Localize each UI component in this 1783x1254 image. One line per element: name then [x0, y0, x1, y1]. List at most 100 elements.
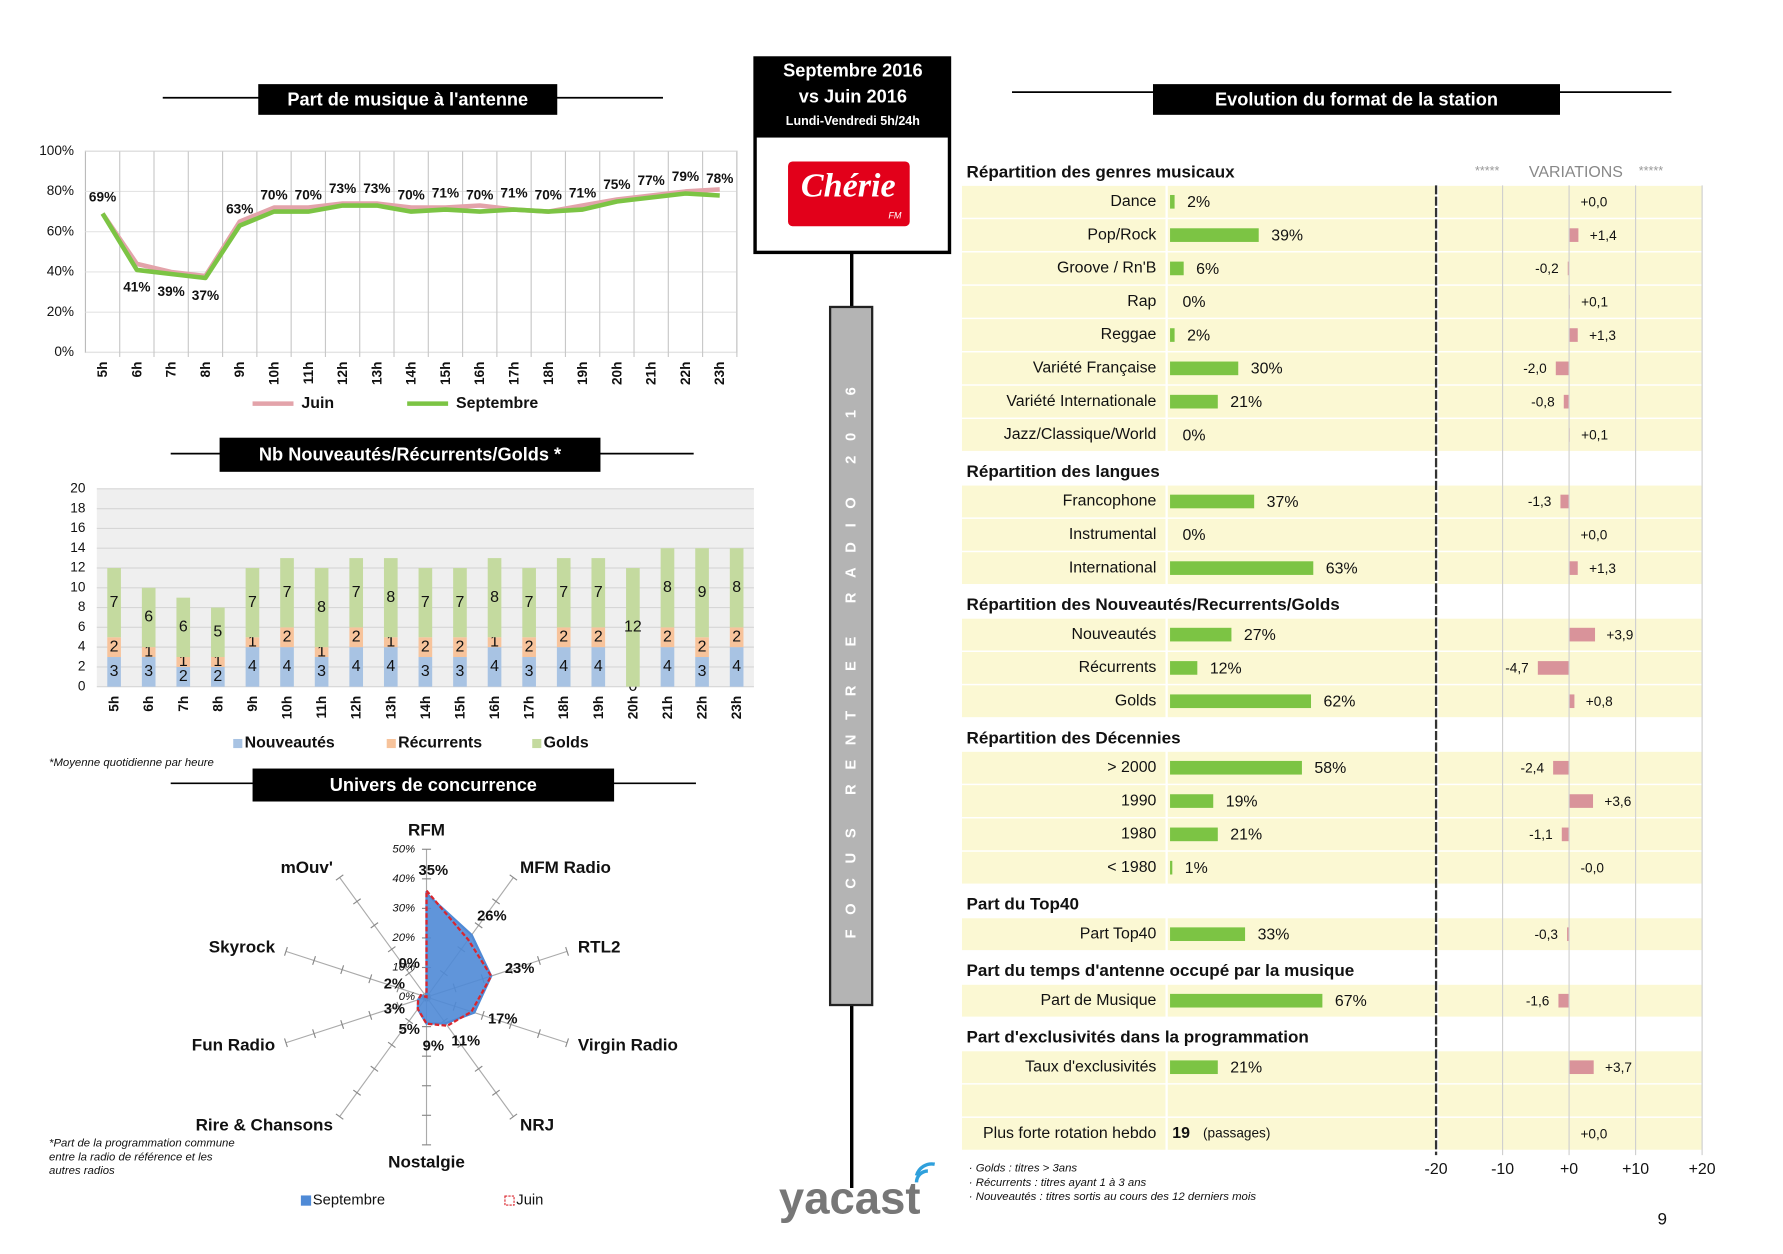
variation-label: +0,1	[1581, 294, 1608, 309]
bar-segment	[487, 637, 502, 648]
bar-segment	[729, 548, 744, 628]
value-label: 71%	[432, 185, 459, 200]
row-label-cell	[961, 385, 1166, 418]
value-label: 9	[698, 584, 707, 601]
row-value-cell	[1167, 285, 1435, 318]
x-tick-label: 20h	[609, 362, 624, 385]
logo: Chérie	[801, 168, 896, 205]
value-label: 4	[490, 658, 499, 675]
row-variation-cell	[1438, 1084, 1703, 1117]
bar-segment	[418, 567, 433, 638]
row-variation-cell	[1438, 918, 1703, 951]
row-label: Rap	[1127, 293, 1156, 310]
row-variation-cell	[1438, 818, 1703, 851]
value-label: 2	[179, 668, 188, 685]
radar-tick	[474, 1065, 483, 1072]
value-label: 70%	[295, 187, 322, 202]
value-label: 4	[248, 658, 257, 675]
value-label: 70%	[260, 187, 287, 202]
radar-tick	[509, 874, 518, 881]
bar-segment	[591, 627, 606, 648]
row-value-cell	[1167, 1117, 1435, 1150]
value-label: 30%	[1251, 361, 1283, 378]
x-tick-label: 10h	[267, 362, 282, 385]
bar-segment	[487, 647, 502, 687]
bar-segment	[556, 627, 571, 648]
y-tick-label: 2	[78, 659, 86, 674]
radar-tick	[396, 983, 401, 993]
value-label: 39%	[158, 284, 185, 299]
y-tick-label: 8	[78, 599, 86, 614]
category-label: Skyrock	[209, 937, 276, 956]
x-tick-label: 16h	[487, 696, 502, 719]
value-label: 79%	[672, 169, 699, 184]
legend-swatch	[300, 1195, 312, 1206]
row-label: Pop/Rock	[1087, 226, 1156, 243]
row-label: Part de Musique	[1041, 992, 1157, 1009]
bar-segment	[176, 666, 191, 687]
value-label: 11%	[451, 1034, 480, 1050]
note: · Récurrents : titres ayant 1 à 3 ans	[969, 1177, 1147, 1189]
value-bar	[1170, 827, 1218, 842]
bar-segment	[211, 666, 225, 687]
row-value-cell	[1167, 319, 1435, 351]
value-label: 2	[594, 628, 603, 645]
radar-tick	[405, 970, 414, 977]
x-tick-label: 8h	[210, 696, 225, 712]
variation-label: -0,2	[1535, 261, 1558, 276]
header-band	[755, 57, 950, 138]
variation-bar	[1553, 760, 1570, 775]
row-label: 1980	[1121, 826, 1157, 843]
value-label: 1	[317, 643, 326, 660]
row-variation-cell	[1438, 751, 1703, 784]
note: *Part de la programmation commune	[49, 1138, 235, 1150]
value-label: 8	[317, 599, 326, 616]
y-tick-label: 0%	[54, 344, 74, 359]
x-tick-label: 18h	[556, 696, 571, 719]
value-label: 33%	[1258, 927, 1290, 944]
category-label: Virgin Radio	[578, 1036, 678, 1055]
x-tick-label: 6h	[141, 696, 156, 712]
bar-segment	[591, 558, 606, 628]
section-header: Répartition des Nouveautés/Recurrents/Go…	[967, 595, 1340, 614]
row-label: Plus forte rotation hebdo	[983, 1125, 1156, 1142]
radar-tick	[335, 1113, 344, 1120]
row-label: < 1980	[1107, 859, 1156, 876]
value-label: 3	[144, 663, 153, 680]
value-label: 7	[456, 594, 465, 611]
row-variation-cell	[1438, 419, 1703, 451]
legend-label: Nouveautés	[245, 735, 335, 752]
title-box	[258, 84, 558, 115]
value-label: 3	[525, 663, 534, 680]
logo-box	[788, 161, 910, 227]
x-tick-label: 12h	[349, 696, 364, 719]
value-label: 7	[283, 584, 292, 601]
x-tick-label: 7h	[164, 362, 179, 378]
value-label: 3	[110, 663, 119, 680]
row-label: > 2000	[1107, 759, 1156, 776]
x-tick-label: 9h	[232, 362, 247, 378]
value-label: 0%	[1183, 294, 1206, 311]
row-label: Reggae	[1101, 326, 1157, 343]
value-label: 2	[110, 638, 119, 655]
y-tick-label: 6	[78, 619, 86, 634]
r-tick-label: 50%	[392, 843, 415, 855]
value-label: 21%	[1230, 394, 1262, 411]
value-label: 17%	[488, 1012, 518, 1028]
radar-tick	[474, 922, 483, 929]
radar-tick	[352, 1089, 362, 1096]
value-bar	[1170, 228, 1259, 242]
value-label: 1	[213, 653, 222, 670]
value-label: 2	[663, 628, 672, 645]
legend-swatch	[386, 738, 396, 749]
variation-label: +0,8	[1586, 694, 1613, 709]
row-label-cell	[961, 552, 1166, 585]
radar-tick	[340, 1019, 345, 1029]
row-value-cell	[1167, 652, 1435, 684]
x-tick-label: 15h	[438, 362, 453, 385]
bar-segment	[211, 657, 225, 667]
value-label: 70%	[466, 187, 493, 202]
variation-label: -0,8	[1531, 394, 1554, 409]
y-tick-label: 4	[78, 639, 86, 654]
row-value-cell	[1167, 252, 1435, 285]
